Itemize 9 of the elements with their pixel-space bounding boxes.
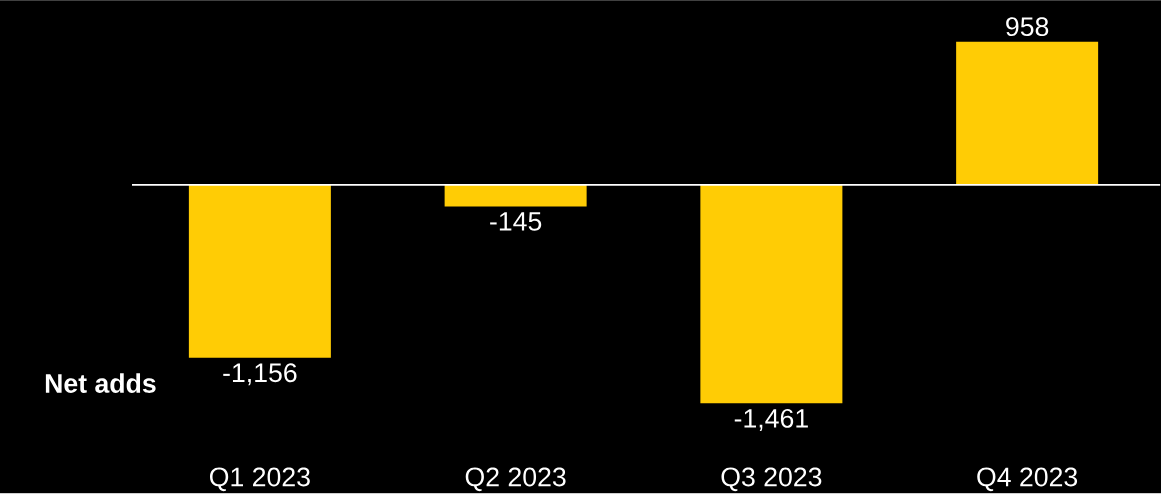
data-label: 958 [1006,17,1049,37]
data-label: -1,461 [734,409,808,432]
x-tick-label: Q3 2023 [721,467,822,492]
data-label: -145 [490,212,542,231]
x-tick-label: Q4 2023 [977,467,1078,492]
x-tick-label: Q1 2023 [209,467,310,492]
y-axis-title: Net adds [45,373,156,394]
x-tick-label: Q2 2023 [465,467,566,492]
data-label: -1,156 [223,363,297,386]
